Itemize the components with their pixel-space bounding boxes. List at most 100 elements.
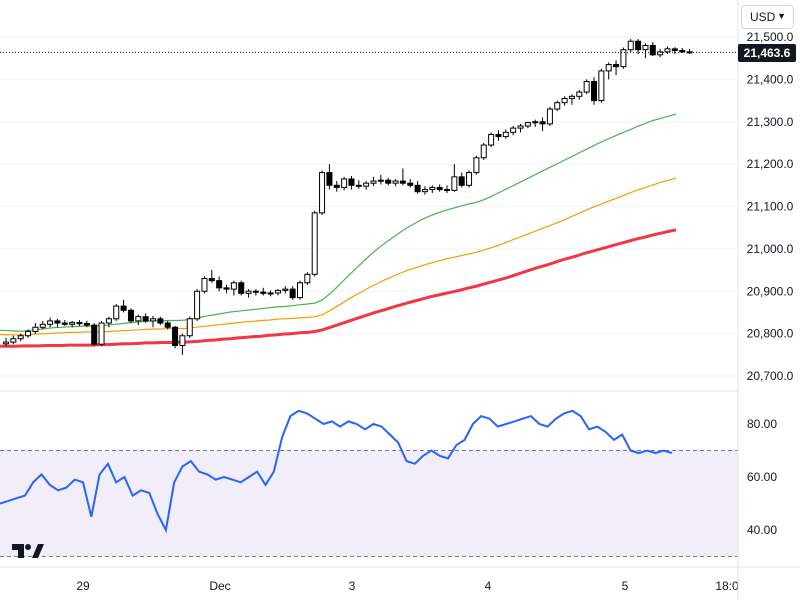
candle	[10, 335, 17, 345]
candle	[627, 39, 634, 52]
candle	[223, 284, 230, 294]
candle	[76, 320, 83, 326]
candle	[54, 318, 61, 328]
candle-body	[679, 50, 686, 53]
candle	[392, 178, 399, 187]
candle-body	[69, 322, 76, 325]
candle	[510, 125, 517, 136]
candle-body	[568, 95, 575, 99]
candle	[679, 48, 686, 54]
candle	[61, 320, 68, 326]
candle-body	[113, 305, 120, 320]
candle-body	[289, 288, 296, 299]
rsi-tick-label: 60.00	[747, 470, 777, 484]
price-tick-label: 21,500.0	[747, 30, 794, 44]
candle	[458, 172, 465, 188]
price-axis: 21,500.0 21,400.0 21,300.0 21,200.0 21,100.0…	[747, 30, 794, 537]
candle-body	[598, 70, 605, 102]
candle-body	[620, 49, 627, 68]
candle-body	[245, 290, 252, 294]
candle-body	[458, 176, 465, 186]
candle	[91, 323, 98, 347]
moving-average-line	[0, 177, 677, 336]
candle-body	[421, 189, 428, 193]
candle-body	[583, 80, 590, 93]
candle-body	[613, 64, 620, 68]
candle-body	[179, 335, 186, 346]
candle-body	[576, 91, 583, 97]
candle	[598, 68, 605, 103]
candle	[576, 89, 583, 100]
candle	[25, 329, 32, 338]
candle	[620, 47, 627, 69]
candle	[135, 314, 142, 326]
candle	[39, 320, 46, 330]
time-tick-label: 29	[76, 579, 90, 593]
candle-body	[466, 172, 473, 186]
candle	[583, 79, 590, 95]
candle-body	[554, 102, 561, 110]
candle-body	[150, 318, 156, 322]
candle	[120, 299, 127, 313]
candle-body	[333, 184, 340, 188]
candle-body	[363, 182, 370, 187]
candle-body	[399, 180, 406, 184]
candle-body	[157, 318, 164, 324]
candle-body	[451, 176, 458, 191]
candle-body	[627, 40, 634, 51]
candle-body	[436, 186, 443, 191]
candle	[216, 276, 223, 292]
candle	[421, 186, 428, 195]
candle	[363, 181, 370, 190]
candle-body	[274, 289, 281, 294]
candle	[348, 175, 355, 190]
candle-body	[25, 331, 32, 337]
time-tick-label: 4	[485, 579, 492, 593]
candle	[127, 308, 134, 324]
candle	[105, 316, 112, 328]
candle	[613, 60, 620, 76]
candle-body	[61, 322, 68, 325]
candle-body	[488, 133, 495, 146]
main-panel-grid	[0, 36, 738, 377]
currency-selector[interactable]: USD ▼	[741, 5, 794, 29]
candle	[355, 180, 362, 189]
candle-body	[32, 326, 39, 333]
candle-body	[311, 212, 318, 275]
candle-body	[517, 125, 524, 129]
candle	[179, 333, 186, 355]
candle	[260, 287, 267, 296]
candle	[605, 62, 612, 80]
candle	[47, 317, 54, 328]
candle	[473, 155, 480, 175]
candles	[3, 39, 693, 355]
candle-body	[385, 179, 392, 184]
candle	[267, 290, 274, 297]
candle	[208, 270, 215, 283]
price-tick-label: 21,300.0	[747, 115, 794, 129]
candle-body	[649, 44, 656, 56]
candle	[686, 48, 693, 54]
rsi-band	[0, 450, 738, 557]
candle-body	[407, 182, 414, 186]
candle	[304, 272, 311, 285]
candle-body	[326, 172, 333, 186]
candle-body	[216, 280, 223, 289]
candle	[407, 178, 414, 188]
candle-body	[495, 133, 502, 138]
candle-body	[252, 290, 259, 293]
candle-body	[392, 180, 399, 184]
candle	[157, 316, 164, 326]
candle-body	[98, 322, 105, 345]
candle-body	[355, 184, 362, 187]
candle-body	[304, 273, 311, 284]
candle	[429, 185, 436, 193]
candle-body	[297, 282, 303, 299]
candle	[488, 132, 495, 148]
candle	[333, 181, 340, 192]
candle-body	[39, 323, 46, 328]
time-tick-label: 5	[622, 579, 629, 593]
candle-body	[473, 157, 480, 174]
candle-body	[76, 322, 83, 325]
